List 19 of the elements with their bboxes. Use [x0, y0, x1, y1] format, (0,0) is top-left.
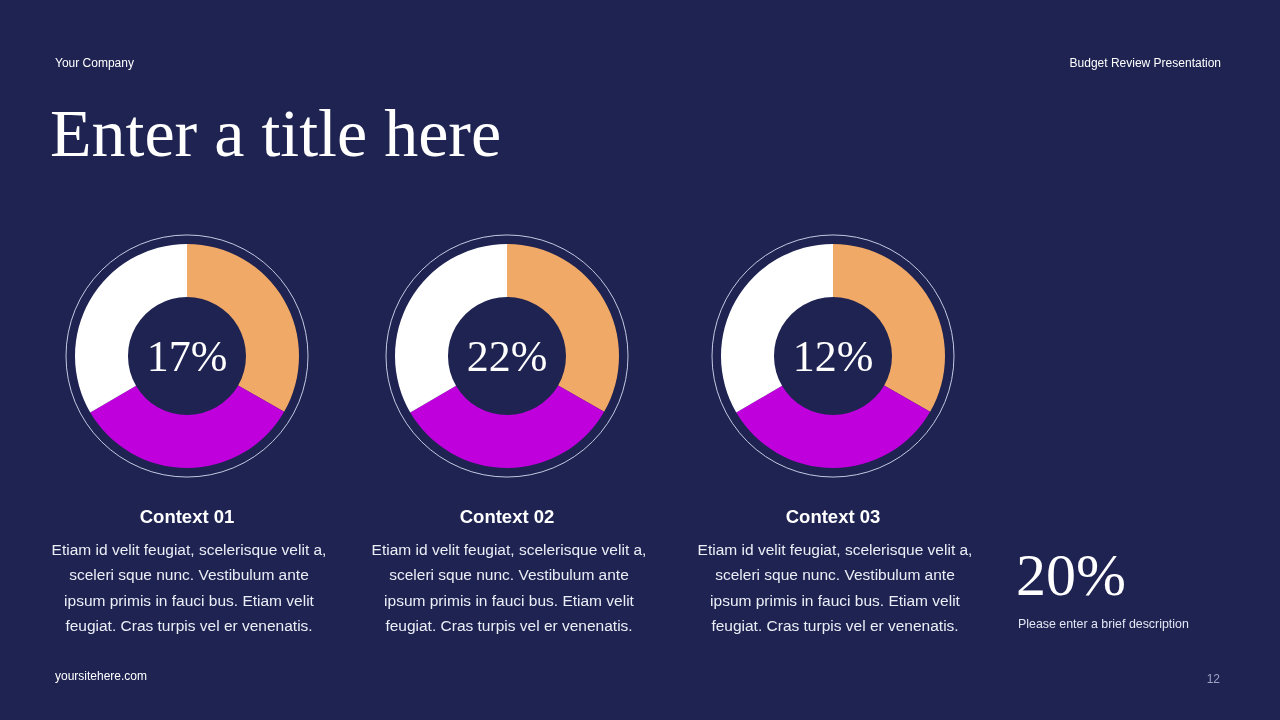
text: Please enter a brief description — [1018, 617, 1189, 631]
text: Your Company — [55, 56, 134, 70]
text: Context 02 — [459, 506, 555, 527]
donut-slice — [90, 385, 285, 468]
text: Budget Review Presentation — [1069, 56, 1221, 70]
donut-slice — [736, 385, 931, 468]
text: Etiam id velit feugiat, scelerisque velit a, sceleri sque nunc. Vestibulum ante ipsum primis in fauci bus. Etiam velit feugiat. Cras turpis vel er venenatis. — [51, 541, 327, 634]
text: Etiam id velit feugiat, scelerisque velit a, sceleri sque nunc. Vestibulum ante ipsum primis in fauci bus. Etiam velit feugiat. Cras turpis vel er venenatis. — [697, 541, 973, 634]
text: 12 — [1206, 672, 1221, 686]
text: Etiam id velit feugiat, scelerisque velit a, sceleri sque nunc. Vestibulum ante ipsum primis in fauci bus. Etiam velit feugiat. Cras turpis vel er venenatis. — [371, 541, 647, 634]
text: 17% — [146, 332, 228, 381]
text: yoursitehere.com — [55, 669, 148, 683]
text: 12% — [792, 332, 874, 381]
text: Enter a title here — [50, 95, 502, 171]
text: Context 03 — [785, 506, 881, 527]
text: Context 01 — [139, 506, 235, 527]
text: 22% — [466, 332, 548, 381]
text: 20% — [1016, 542, 1126, 608]
donut-slice — [410, 385, 605, 468]
